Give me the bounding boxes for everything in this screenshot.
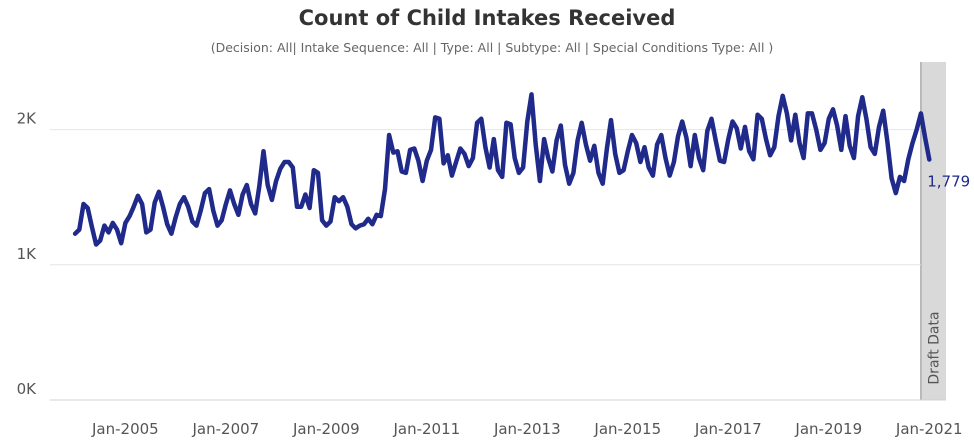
x-tick-label: Jan-2007 [191,420,259,438]
x-tick-label: Jan-2021 [895,420,963,438]
end-value-label: 1,779 [927,172,970,190]
x-axis: Jan-2005 Jan-2007 Jan-2009 Jan-2011 Jan-2013… [91,420,963,438]
x-tick-label: Jan-2011 [392,420,460,438]
chart-title: Count of Child Intakes Received [298,6,676,30]
x-tick-label: Jan-2019 [794,420,862,438]
x-tick-label: Jan-2017 [694,420,762,438]
y-tick-label: 2K [17,110,38,128]
x-tick-label: Jan-2015 [593,420,661,438]
gridlines [50,62,946,401]
y-axis: 0K 1K 2K [17,110,38,398]
x-tick-label: Jan-2005 [91,420,159,438]
draft-data-label: Draft Data [926,311,942,384]
y-tick-label: 0K [17,380,38,398]
series-line [72,92,932,247]
x-tick-label: Jan-2013 [493,420,561,438]
x-tick-label: Jan-2009 [292,420,360,438]
draft-data-band [920,62,946,400]
y-tick-label: 1K [17,245,38,263]
chart-subtitle: (Decision: All| Intake Sequence: All | T… [210,40,774,55]
